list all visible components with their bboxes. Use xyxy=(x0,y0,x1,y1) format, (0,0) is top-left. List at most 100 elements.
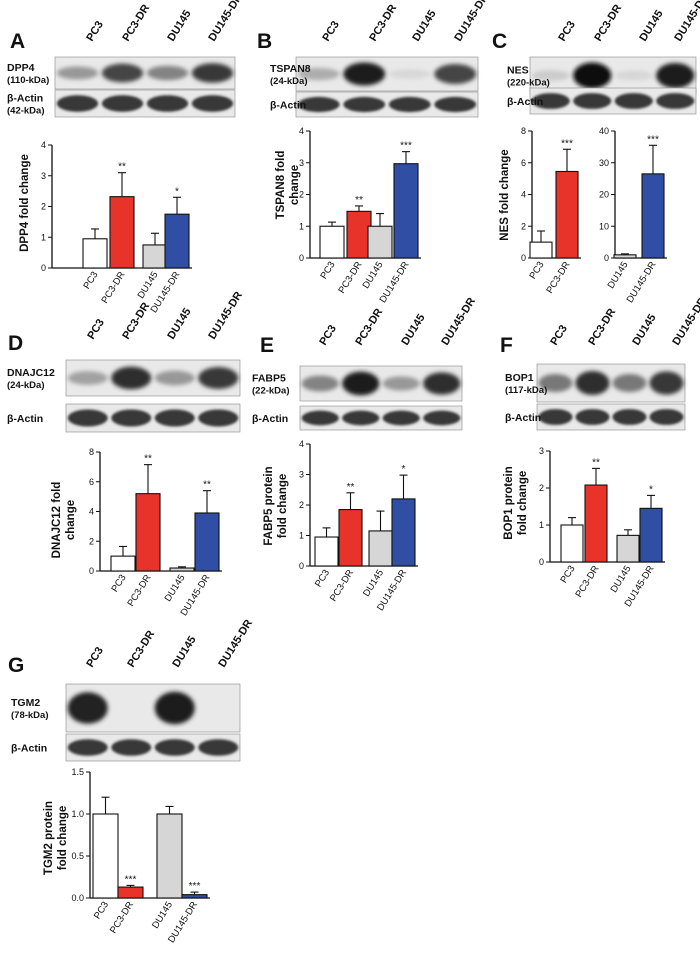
y-tick-label: 4 xyxy=(89,507,94,517)
lane-label: PC3 xyxy=(556,19,578,44)
bar-pc3-dr xyxy=(555,170,579,259)
y-tick-label: 4 xyxy=(299,126,304,136)
panel-letter: D xyxy=(8,332,23,355)
bar-du145 xyxy=(613,254,637,259)
lane-label: PC3-DR xyxy=(367,2,399,43)
lane-label: DU145 xyxy=(399,312,427,347)
blot-band xyxy=(531,70,570,81)
blot-band xyxy=(191,95,234,112)
panel-d: D PC3 PC3-DR DU145 DU145-DR DNAJC12(24-kDa) β-… xyxy=(7,290,245,433)
blot-band xyxy=(342,371,380,396)
blot-band xyxy=(575,370,610,396)
blot-band xyxy=(343,96,386,113)
bar-pc3 xyxy=(110,555,136,572)
x-tick-label: PC3-DR xyxy=(328,568,356,604)
y-tick-label: 0 xyxy=(604,253,609,263)
lane-label: PC3 xyxy=(84,19,106,44)
panel-e: E PC3 PC3-DR DU145 DU145-DR FABP5(22-kDa) β-Ac… xyxy=(252,296,478,431)
bar-pc3-dr xyxy=(117,886,144,899)
protein-kda: (110-kDa) xyxy=(7,75,49,86)
y-tick-label: 2 xyxy=(89,536,94,546)
y-axis-title-line: fold change xyxy=(277,474,289,539)
blot-band xyxy=(382,410,420,426)
blot-band xyxy=(56,66,99,80)
y-tick-label: 2 xyxy=(41,202,46,212)
bar-du145-dr xyxy=(641,173,665,259)
x-tick-label: PC3-DR xyxy=(125,573,153,609)
bar-du145-dr xyxy=(391,498,416,567)
y-tick-label: 0.0 xyxy=(71,893,84,903)
y-tick-label: 8 xyxy=(89,447,94,457)
blot-band xyxy=(531,93,570,109)
protein-label: β-Actin xyxy=(505,412,541,424)
panel-letter: E xyxy=(260,334,274,357)
lane-label: PC3-DR xyxy=(592,2,624,43)
blot-band xyxy=(101,95,144,112)
y-tick-label: 3 xyxy=(299,158,304,168)
blot-strip xyxy=(295,56,479,92)
y-axis-title-line: fold change xyxy=(517,471,529,536)
blot-strip xyxy=(54,56,236,90)
blot-strip xyxy=(529,87,697,115)
significance-label: * xyxy=(649,484,653,495)
protein-label: FABP5 xyxy=(252,373,286,385)
y-tick-label: 0 xyxy=(539,557,544,567)
lane-label: DU145 xyxy=(410,8,438,43)
blot-band xyxy=(656,93,695,109)
y-tick-label: 3 xyxy=(299,470,304,480)
protein-kda: (24-kDa) xyxy=(270,76,308,87)
protein-kda: (117-kDa) xyxy=(505,385,547,396)
y-axis-title-line: change xyxy=(65,500,77,540)
y-axis-title-line: change xyxy=(289,165,301,205)
bar-pc3 xyxy=(319,225,345,259)
bar-du145-dr xyxy=(639,507,663,563)
y-tick-label: 2 xyxy=(521,221,526,231)
lane-label: PC3 xyxy=(320,19,342,44)
lane-label: DU145-DR xyxy=(672,0,700,44)
protein-label: NES xyxy=(507,65,529,77)
blot-strip xyxy=(536,403,686,431)
lane-label: DU145 xyxy=(630,312,658,347)
y-tick-label: 0 xyxy=(299,561,304,571)
y-axis-title: NES fold change xyxy=(499,149,511,240)
bar-du145 xyxy=(156,813,183,899)
y-axis-title-line: DNAJC12 fold xyxy=(51,482,63,559)
bar-pc3 xyxy=(560,524,584,563)
blot-band xyxy=(191,63,234,83)
blot-band xyxy=(198,739,239,756)
blot-band xyxy=(56,95,99,112)
y-axis-title-line: BOP1 protein xyxy=(503,466,515,539)
bar-du145 xyxy=(616,534,640,563)
significance-label: ** xyxy=(347,482,355,493)
y-tick-label: 8 xyxy=(521,126,526,136)
y-tick-label: 4 xyxy=(41,140,46,150)
panel-letter: A xyxy=(10,30,25,53)
bar-pc3 xyxy=(82,238,108,269)
protein-label: β-Actin xyxy=(507,96,543,108)
y-tick-label: 0 xyxy=(89,566,94,576)
blot-band xyxy=(154,370,195,386)
lane-label: PC3 xyxy=(85,317,107,342)
bar-pc3 xyxy=(314,536,339,567)
blot-strip xyxy=(54,89,236,118)
protein-kda: (42-kDa) xyxy=(7,106,45,117)
lane-label: PC3 xyxy=(317,323,339,348)
y-tick-label: 0 xyxy=(521,253,526,263)
significance-label: *** xyxy=(561,138,573,149)
bar-du145 xyxy=(169,567,195,572)
significance-label: ** xyxy=(355,195,363,206)
lane-label: PC3-DR xyxy=(125,628,157,669)
panel-g: G PC3 PC3-DR DU145 DU145-DR TGM2(78-kDa) β-Act… xyxy=(8,618,255,762)
protein-label: DPP4 xyxy=(7,62,35,74)
lane-label: PC3-DR xyxy=(120,300,152,341)
x-tick-label: PC3-DR xyxy=(544,260,572,296)
blot-band xyxy=(67,739,108,756)
bar-pc3-dr xyxy=(584,484,608,563)
y-tick-label: 1.5 xyxy=(71,767,84,777)
protein-label: β-Actin xyxy=(270,100,306,112)
y-tick-label: 0 xyxy=(41,263,46,273)
x-tick-label: PC3 xyxy=(558,564,577,586)
x-tick-label: PC3 xyxy=(318,260,337,282)
y-tick-label: 1 xyxy=(539,520,544,530)
